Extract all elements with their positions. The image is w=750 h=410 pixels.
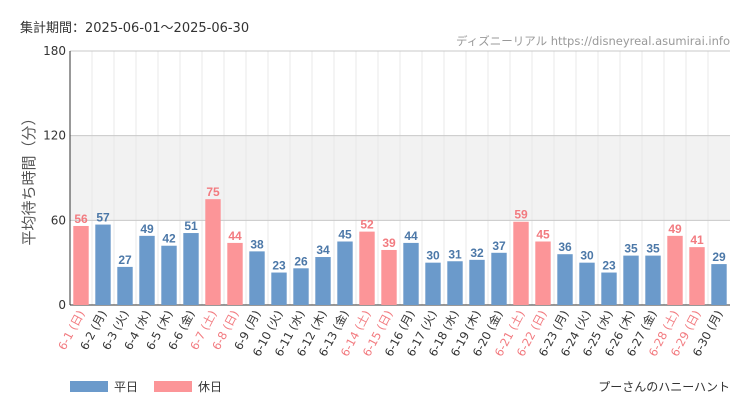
legend-holiday[interactable]: 休日 (154, 378, 222, 395)
data-label: 30 (426, 249, 440, 263)
bar (227, 242, 243, 305)
bar (359, 231, 375, 305)
bar (711, 264, 727, 305)
data-label: 31 (448, 247, 462, 261)
bar (601, 272, 617, 305)
data-label: 44 (228, 229, 242, 243)
bar (293, 268, 309, 305)
bar (315, 257, 331, 305)
bar (689, 247, 705, 305)
attraction-name: プーさんのハニーハント (598, 380, 730, 394)
bar (117, 266, 133, 305)
data-label: 27 (118, 253, 132, 267)
bar (161, 245, 177, 305)
legend-weekday-swatch (70, 381, 108, 392)
data-label: 34 (316, 243, 330, 257)
bar (579, 262, 595, 305)
period-label: 集計期間：2025-06-01〜2025-06-30 (20, 21, 250, 36)
data-label: 45 (536, 228, 550, 242)
data-label: 35 (646, 242, 660, 256)
data-label: 23 (272, 259, 286, 273)
bar (425, 262, 441, 305)
data-label: 36 (558, 240, 572, 254)
y-tick-label: 0 (58, 298, 66, 312)
bar (337, 241, 353, 305)
bar (139, 235, 155, 305)
data-label: 35 (624, 242, 638, 256)
bar (249, 251, 265, 305)
data-label: 26 (294, 254, 308, 268)
bar (447, 261, 463, 305)
bar (95, 224, 111, 305)
bar (271, 272, 287, 305)
legend-weekday-label: 平日 (114, 380, 139, 394)
bar (469, 259, 485, 305)
bar (623, 255, 639, 305)
legend-holiday-swatch (154, 381, 193, 392)
data-label: 57 (96, 211, 110, 225)
data-label: 30 (580, 249, 594, 263)
y-tick-label: 60 (51, 213, 66, 227)
bar (183, 233, 199, 305)
data-label: 59 (514, 208, 528, 222)
bar (403, 242, 419, 305)
y-tick-label: 180 (43, 44, 66, 58)
y-axis-label: 平均待ち時間（分） (20, 110, 38, 245)
data-label: 56 (74, 212, 88, 226)
data-label: 52 (360, 218, 374, 232)
data-label: 44 (404, 229, 418, 243)
data-label: 29 (712, 250, 726, 264)
bar (535, 241, 551, 305)
data-label: 39 (382, 236, 396, 250)
bar (645, 255, 661, 305)
data-label: 41 (690, 233, 704, 247)
bar (667, 235, 683, 305)
data-label: 45 (338, 228, 352, 242)
legend: 平日 休日 (70, 378, 238, 395)
site-credit: ディズニーリアル https://disneyreal.asumirai.inf… (456, 34, 730, 48)
data-label: 38 (250, 237, 264, 251)
data-label: 23 (602, 259, 616, 273)
bar (381, 249, 397, 305)
bar (557, 254, 573, 305)
legend-holiday-label: 休日 (198, 380, 223, 394)
data-label: 49 (140, 222, 154, 236)
data-label: 75 (206, 185, 220, 199)
data-label: 51 (184, 219, 198, 233)
bar (73, 225, 89, 305)
data-label: 37 (492, 239, 506, 253)
data-label: 49 (668, 222, 682, 236)
bar (205, 199, 221, 305)
bar (491, 252, 507, 305)
data-label: 42 (162, 232, 176, 246)
bar (513, 221, 529, 305)
data-label: 32 (470, 246, 484, 260)
legend-weekday[interactable]: 平日 (70, 378, 138, 395)
y-tick-label: 120 (43, 129, 66, 143)
